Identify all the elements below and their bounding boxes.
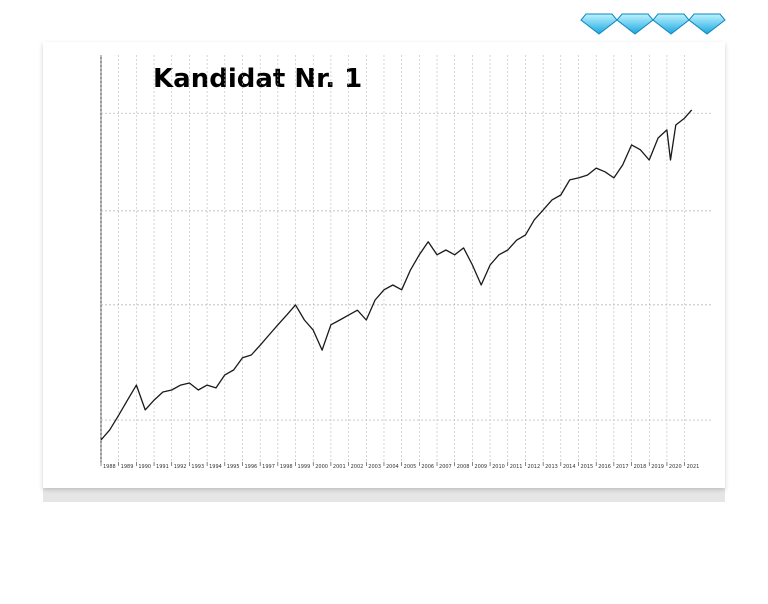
x-tick-label: 2006 xyxy=(421,464,434,470)
x-tick-label: 2013 xyxy=(545,464,558,470)
x-tick-label: 1994 xyxy=(209,464,222,470)
x-tick-label: 1989 xyxy=(121,464,134,470)
x-tick-label: 2021 xyxy=(687,464,700,470)
diamonds xyxy=(580,13,726,35)
x-tick-label: 2018 xyxy=(634,464,647,470)
x-tick-label: 1991 xyxy=(156,464,169,470)
x-tick-label: 1990 xyxy=(138,464,151,470)
x-tick-label: 2010 xyxy=(492,464,505,470)
x-tick-label: 2011 xyxy=(510,464,523,470)
x-tick-label: 1998 xyxy=(280,464,293,470)
x-tick-label: 1996 xyxy=(244,464,257,470)
x-tick-label: 1997 xyxy=(262,464,275,470)
x-tick-label: 2008 xyxy=(457,464,470,470)
x-tick-label: 1988 xyxy=(103,464,116,470)
x-tick-label: 2016 xyxy=(598,464,611,470)
x-tick-label: 2017 xyxy=(616,464,629,470)
x-tick-label: 2015 xyxy=(581,464,594,470)
x-tick-label: 2019 xyxy=(651,464,664,470)
card-footer xyxy=(43,488,725,502)
x-tick-label: 1999 xyxy=(298,464,311,470)
x-tick-label: 2009 xyxy=(474,464,487,470)
x-tick-label: 2000 xyxy=(315,464,328,470)
chart-title: Kandidat Nr. 1 xyxy=(153,64,362,94)
x-tick-label: 2014 xyxy=(563,464,576,470)
x-tick-label: 1995 xyxy=(227,464,240,470)
x-tick-label: 2001 xyxy=(333,464,346,470)
x-tick-label: 2002 xyxy=(351,464,364,470)
x-tick-label: 2007 xyxy=(439,464,452,470)
x-tick-label: 2012 xyxy=(527,464,540,470)
x-tick-label: 2003 xyxy=(368,464,381,470)
x-tick-label: 1993 xyxy=(191,464,204,470)
x-tick-label: 2004 xyxy=(386,464,399,470)
x-tick-label: 2020 xyxy=(669,464,682,470)
x-tick-label: 2005 xyxy=(404,464,417,470)
x-tick-label: 1992 xyxy=(174,464,187,470)
line xyxy=(100,109,693,441)
